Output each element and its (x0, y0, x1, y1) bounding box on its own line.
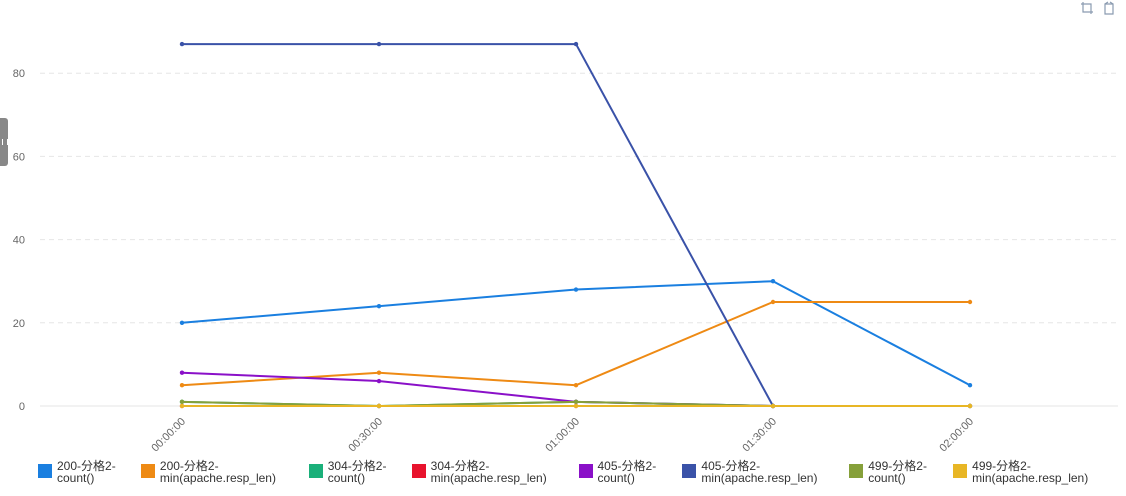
data-point[interactable] (574, 404, 578, 408)
x-tick-label: 01:00:00 (543, 416, 582, 455)
data-point[interactable] (180, 321, 184, 325)
legend-item[interactable]: 200-分格2- min(apache.resp_len) (141, 460, 309, 484)
data-point[interactable] (968, 383, 972, 387)
legend-item[interactable]: 405-分格2- count() (579, 460, 683, 484)
legend-swatch (141, 464, 155, 478)
data-point[interactable] (968, 404, 972, 408)
data-point[interactable] (574, 383, 578, 387)
data-point[interactable] (771, 404, 775, 408)
legend-swatch (412, 464, 426, 478)
series-6 (180, 42, 775, 408)
series-5 (180, 371, 775, 409)
legend-item[interactable]: 499-分格2- count() (849, 460, 953, 484)
y-tick-label: 60 (13, 151, 25, 163)
series-line[interactable] (182, 373, 773, 406)
series-line[interactable] (182, 302, 970, 385)
x-tick-label: 00:30:00 (346, 416, 385, 455)
y-tick-label: 40 (13, 235, 25, 247)
y-tick-label: 0 (19, 401, 25, 413)
data-point[interactable] (180, 404, 184, 408)
legend-swatch (38, 464, 52, 478)
legend-label: 405-分格2- min(apache.resp_len) (701, 460, 817, 484)
data-point[interactable] (574, 400, 578, 404)
data-point[interactable] (574, 287, 578, 291)
legend-label: 200-分格2- count() (57, 460, 116, 484)
data-point[interactable] (377, 371, 381, 375)
legend-item[interactable]: 499-分格2- min(apache.resp_len) (953, 460, 1123, 484)
data-point[interactable] (377, 304, 381, 308)
legend-label: 200-分格2- min(apache.resp_len) (160, 460, 276, 484)
legend-item[interactable]: 304-分格2- count() (309, 460, 412, 484)
data-point[interactable] (377, 42, 381, 46)
data-point[interactable] (180, 42, 184, 46)
legend-item[interactable]: 304-分格2- min(apache.resp_len) (412, 460, 579, 484)
series-line[interactable] (182, 281, 970, 385)
legend-label: 499-分格2- count() (868, 460, 927, 484)
data-point[interactable] (180, 383, 184, 387)
x-tick-label: 02:00:00 (937, 416, 976, 455)
grid-lines (40, 73, 1118, 406)
legend-item[interactable]: 405-分格2- min(apache.resp_len) (682, 460, 849, 484)
x-tick-label: 01:30:00 (740, 416, 779, 455)
legend-item[interactable]: 200-分格2- count() (38, 460, 141, 484)
chart-legend: 200-分格2- count() 200-分格2- min(apache.resp… (38, 460, 1123, 484)
data-point[interactable] (771, 279, 775, 283)
data-point[interactable] (180, 400, 184, 404)
legend-swatch (682, 464, 696, 478)
legend-swatch (309, 464, 323, 478)
x-tick-label: 00:00:00 (149, 416, 188, 455)
legend-swatch (849, 464, 863, 478)
legend-label: 304-分格2- min(apache.resp_len) (431, 460, 547, 484)
x-axis-ticks: 00:00:00 00:30:00 01:00:00 01:30:00 02:00:00 (149, 416, 976, 455)
y-axis-ticks: 0 20 40 60 80 (13, 68, 25, 413)
series-1 (180, 279, 972, 387)
data-point[interactable] (377, 379, 381, 383)
data-point[interactable] (180, 371, 184, 375)
data-point[interactable] (574, 42, 578, 46)
data-point[interactable] (771, 300, 775, 304)
series-group (180, 42, 972, 408)
y-tick-label: 20 (13, 318, 25, 330)
y-tick-label: 80 (13, 68, 25, 80)
data-point[interactable] (377, 404, 381, 408)
legend-label: 405-分格2- count() (598, 460, 657, 484)
legend-label: 499-分格2- min(apache.resp_len) (972, 460, 1088, 484)
data-point[interactable] (968, 300, 972, 304)
series-line[interactable] (182, 44, 773, 406)
legend-swatch (579, 464, 593, 478)
legend-label: 304-分格2- count() (328, 460, 387, 484)
line-chart: 0 20 40 60 80 00:00:00 00:30:00 01:00:00 01:30:… (0, 0, 1126, 460)
legend-swatch (953, 464, 967, 478)
